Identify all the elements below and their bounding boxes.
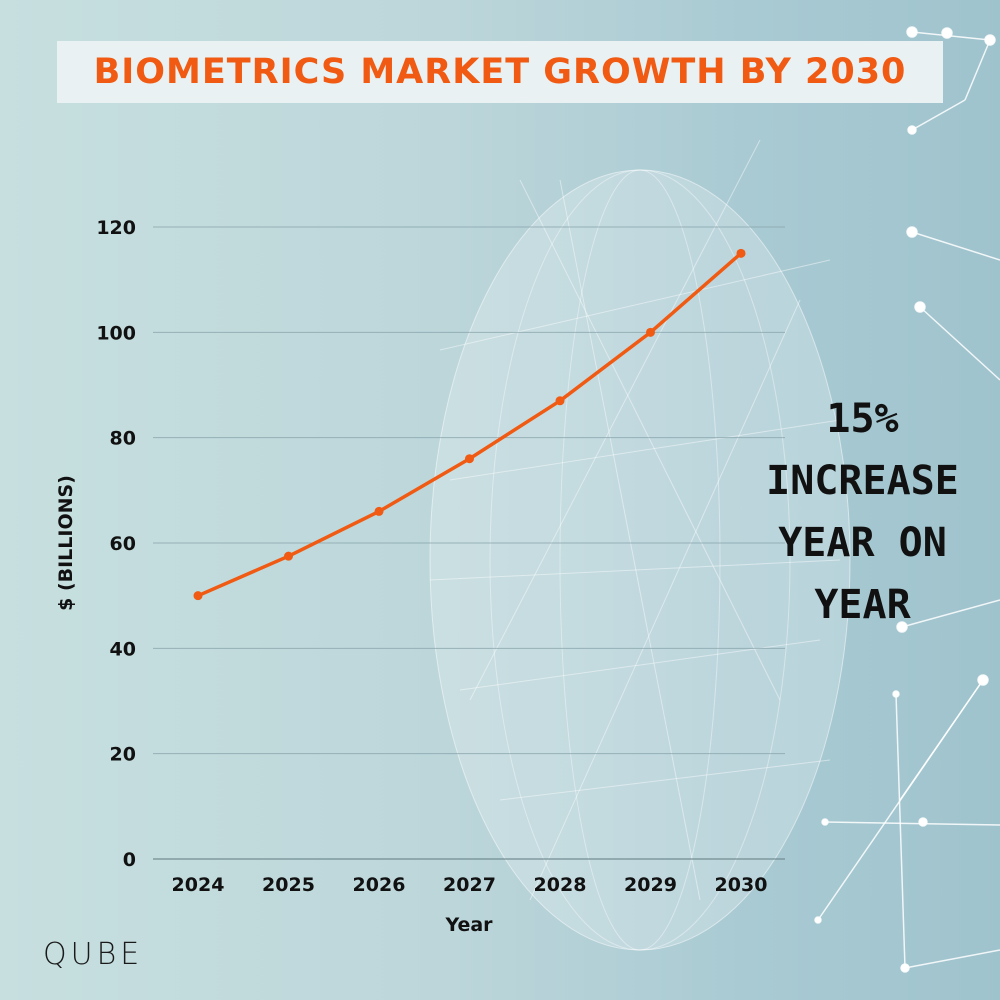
callout-line: 15% <box>826 396 899 442</box>
y-tick-label: 80 <box>110 428 136 450</box>
qube-logo: QUBE <box>43 937 144 972</box>
callout-line: INCREASE <box>766 458 959 504</box>
x-tick-label: 2029 <box>624 874 677 896</box>
title-banner: BIOMETRICS MARKET GROWTH BY 2030 <box>57 41 943 103</box>
x-axis-label: Year <box>444 914 493 936</box>
data-point <box>736 248 746 258</box>
x-tick-label: 2025 <box>262 874 315 896</box>
chart-title: BIOMETRICS MARKET GROWTH BY 2030 <box>93 52 907 92</box>
y-axis-label: $ (BILLIONS) <box>55 475 77 611</box>
growth-callout: 15% INCREASE YEAR ON YEAR <box>735 388 990 636</box>
y-tick-label: 20 <box>110 744 136 766</box>
y-tick-label: 100 <box>96 322 136 344</box>
x-tick-label: 2027 <box>443 874 496 896</box>
callout-line: YEAR ON <box>778 520 947 566</box>
data-point <box>284 551 293 561</box>
callout-line: YEAR <box>814 582 911 628</box>
x-tick-label: 2030 <box>715 874 768 896</box>
series-line <box>197 252 743 598</box>
y-tick-label: 40 <box>110 638 136 660</box>
y-tick-label: 60 <box>110 533 136 555</box>
data-point <box>465 454 474 464</box>
y-tick-label: 0 <box>123 849 136 871</box>
data-point <box>374 506 384 516</box>
data-point <box>646 327 655 337</box>
y-tick-label: 120 <box>96 217 136 239</box>
data-point <box>193 591 203 601</box>
x-tick-label: 2026 <box>353 874 406 896</box>
data-point <box>555 396 565 406</box>
x-tick-label: 2024 <box>172 874 225 896</box>
x-tick-label: 2028 <box>534 874 587 896</box>
